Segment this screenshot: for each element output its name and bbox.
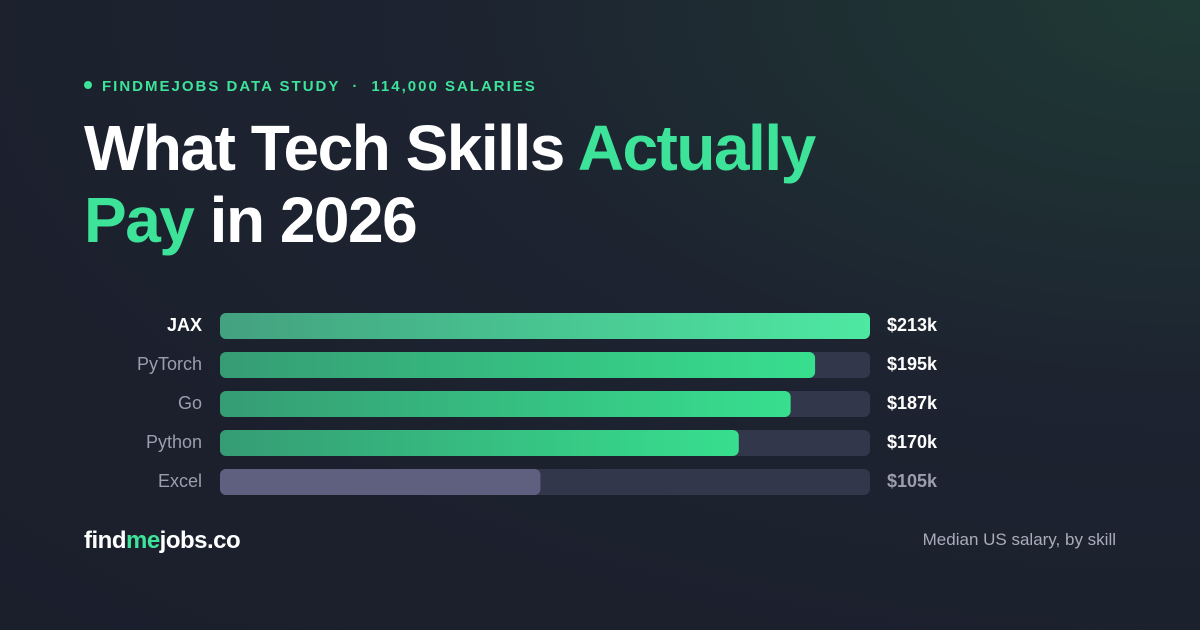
title: What Tech Skills Actually Pay in 2026 [84,112,816,256]
chart: JAX $213k PyTorch $195k Go $187k Python $170k Ex… [137,313,938,495]
value-label: $105k [887,471,938,491]
bar [220,313,870,339]
category-label: Excel [158,471,202,491]
category-label: JAX [167,315,202,335]
category-label: Go [178,393,202,413]
title-part: What Tech Skills [84,112,565,184]
value-label: $170k [887,432,938,452]
category-label: Python [146,432,202,452]
value-label: $187k [887,393,938,413]
value-label: $213k [887,315,938,335]
kicker: FINDMEJOBS DATA STUDY · 114,000 SALARIES [84,78,537,95]
logo-part: me [125,527,160,554]
kicker-text: 114,000 SALARIES [371,78,537,95]
title-part: in 2026 [209,184,418,256]
note: Median US salary, by skill [922,530,1116,549]
logo: findmejobs.co [84,527,241,555]
category-label: PyTorch [137,354,202,374]
kicker-text: FINDMEJOBS DATA STUDY [102,78,341,95]
logo-part: jobs.co [159,527,241,554]
title-highlight: Pay [84,184,195,256]
title-highlight: Actually [577,112,816,184]
bar [220,352,816,378]
bar [220,391,791,417]
bar [220,469,541,495]
bar [220,430,739,456]
logo-part: find [84,527,126,554]
value-label: $195k [887,354,938,374]
